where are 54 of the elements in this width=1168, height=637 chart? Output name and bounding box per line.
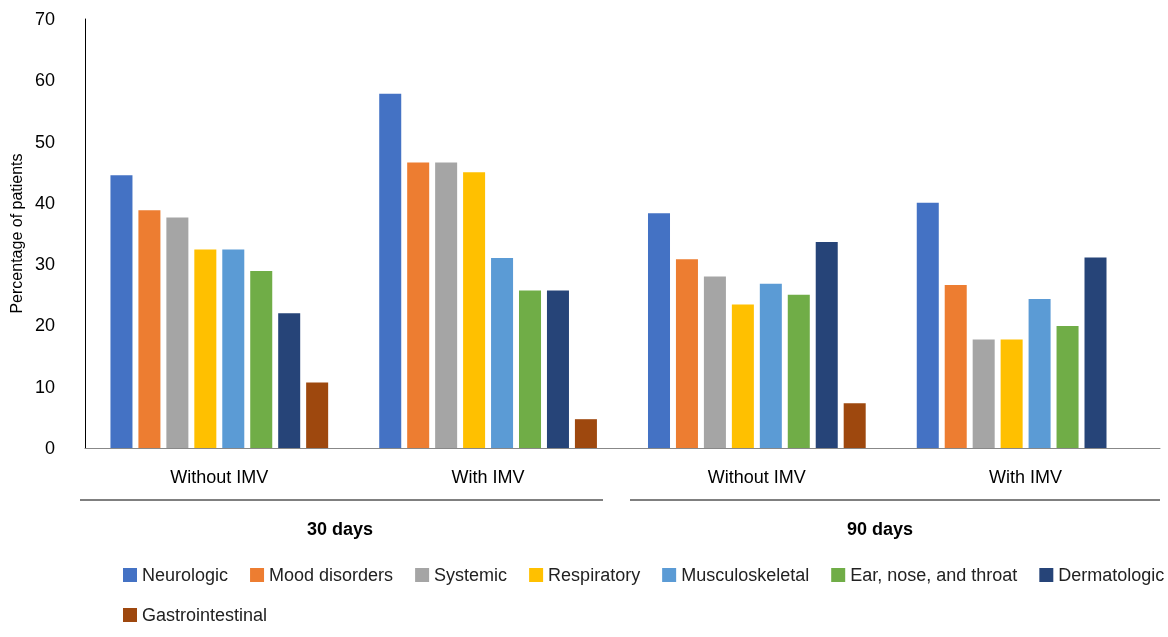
legend-label: Musculoskeletal — [681, 565, 810, 585]
legend-label: Ear, nose, and throat — [850, 565, 1018, 585]
x-tick-label: With IMV — [451, 467, 525, 487]
bar — [574, 419, 597, 448]
x-tick-label: With IMV — [989, 467, 1063, 487]
bar — [166, 217, 189, 448]
bar — [916, 202, 939, 448]
x-tick-label: Without IMV — [707, 467, 806, 487]
legend-label: Dermatologic — [1058, 565, 1165, 585]
bar — [546, 290, 569, 448]
legend-label: Respiratory — [548, 565, 641, 585]
y-tick-label: 40 — [34, 192, 55, 213]
bar — [944, 284, 967, 448]
bar — [1028, 299, 1051, 448]
bar — [972, 339, 995, 448]
bar — [787, 294, 810, 448]
x-tick-label: Without IMV — [170, 467, 269, 487]
legend-label: Neurologic — [142, 565, 229, 585]
y-tick-label: 0 — [44, 438, 55, 458]
bar — [731, 304, 754, 448]
bar — [1056, 326, 1079, 448]
legend-label: Mood disorders — [269, 565, 394, 585]
bar — [250, 270, 273, 448]
bar — [1000, 339, 1023, 448]
y-tick-label: 10 — [34, 376, 55, 397]
bar — [194, 249, 217, 448]
bar — [306, 382, 329, 448]
bar — [647, 213, 671, 448]
text: 30 days — [306, 519, 374, 539]
bar — [703, 276, 726, 448]
y-tick-label: 60 — [34, 70, 55, 91]
bar — [435, 162, 458, 448]
y-tick-label: 70 — [34, 9, 55, 29]
bar — [1084, 257, 1107, 448]
bar — [675, 259, 698, 448]
text: 90 days — [846, 519, 914, 539]
bar — [519, 290, 542, 448]
bar — [843, 403, 866, 448]
bar — [463, 172, 486, 448]
bar — [759, 283, 782, 448]
y-tick-label: 20 — [34, 315, 55, 336]
bar — [491, 258, 514, 448]
y-tick-label: 50 — [34, 131, 55, 152]
legend-label: Gastrointestinal — [142, 605, 268, 625]
y-axis-title: Percentage of patients — [7, 153, 25, 314]
legend-label: Systemic — [434, 565, 508, 585]
bar — [278, 313, 301, 448]
y-tick-label: 30 — [34, 254, 55, 275]
bar — [110, 175, 133, 448]
bar — [222, 249, 245, 448]
bar — [138, 210, 161, 448]
bar — [379, 93, 402, 448]
bar — [815, 242, 838, 448]
bar — [407, 162, 430, 448]
